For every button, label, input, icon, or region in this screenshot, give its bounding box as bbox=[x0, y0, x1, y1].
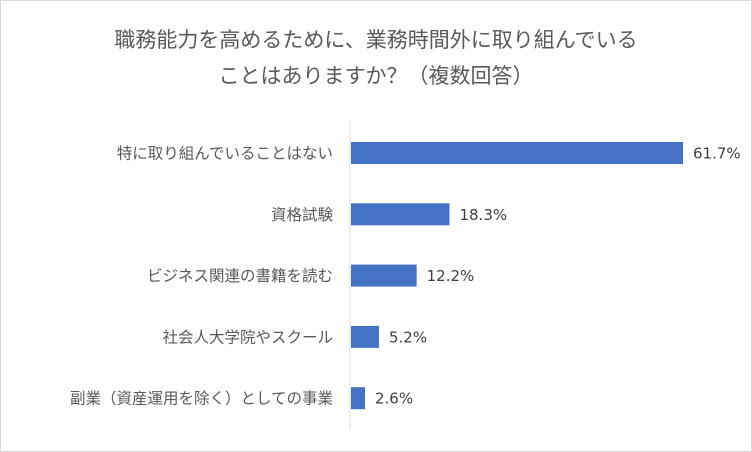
data-label-3: 5.2% bbox=[389, 328, 427, 346]
bar-1 bbox=[351, 203, 450, 226]
bar-4 bbox=[351, 387, 365, 410]
bar-0 bbox=[351, 142, 683, 164]
data-label-1: 18.3% bbox=[459, 206, 507, 224]
data-label-0: 61.7% bbox=[693, 145, 741, 163]
bar-2 bbox=[351, 264, 417, 287]
category-label-0: 特に取り組んでいることはない bbox=[117, 145, 333, 163]
bar-3 bbox=[351, 325, 379, 348]
category-label-3: 社会人大学院やスクール bbox=[162, 327, 333, 346]
category-label-2: ビジネス関連の書籍を読む bbox=[147, 267, 333, 285]
data-label-2: 12.2% bbox=[427, 267, 475, 285]
category-label-1: 資格試験 bbox=[271, 206, 334, 224]
data-label-4: 2.6% bbox=[375, 390, 413, 408]
bars: 特に取り組んでいることはない 61.7% 資格試験 18.3% ビジネス関連の書籍を読む… bbox=[70, 142, 741, 410]
chart-title-line-1: 職務能力を高めるために、業務時間外に取り組んでいる bbox=[114, 28, 637, 52]
chart-title-line-2: ことはありますか？（複数回答） bbox=[219, 64, 534, 88]
category-label-4: 副業（資産運用を除く）としての事業 bbox=[70, 390, 333, 408]
chart-title: 職務能力を高めるために、業務時間外に取り組んでいる ことはありますか？（複数回答… bbox=[114, 28, 637, 88]
